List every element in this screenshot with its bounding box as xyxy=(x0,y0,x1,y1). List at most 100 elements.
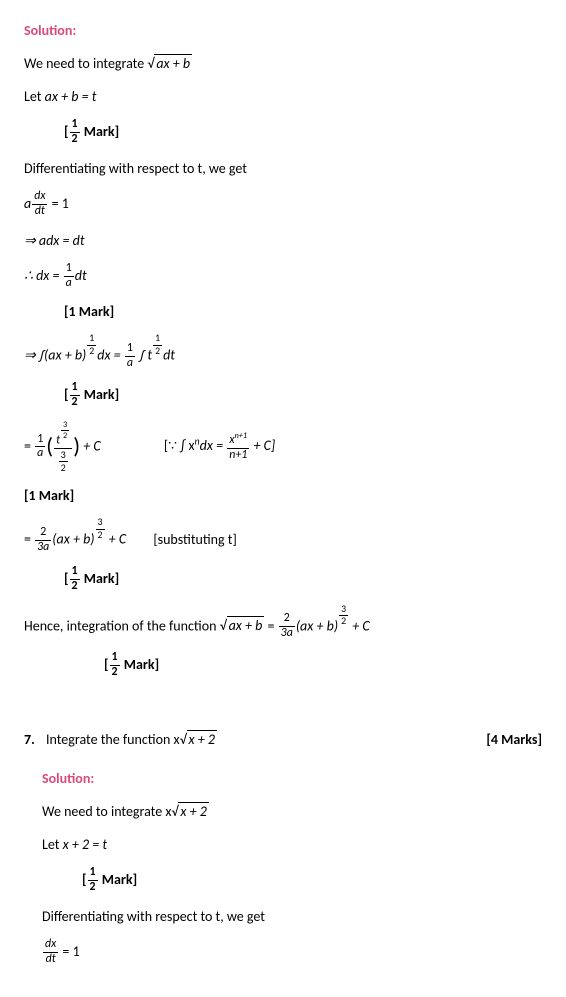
a: [∵ ∫ x xyxy=(164,437,195,454)
n: 1 xyxy=(125,343,135,357)
text: Mark] xyxy=(81,386,120,403)
s6-line1: We need to integrate √ax + b xyxy=(24,53,542,74)
s6-line9: = 23a(ax + b)32 + C [substituting t] xyxy=(24,518,542,554)
s6-line7: ⇒ ∫(ax + b)12dx = 1a ∫ t12dt xyxy=(24,334,542,370)
num: 1 xyxy=(70,382,80,396)
d: a xyxy=(35,447,45,460)
exp: 32 xyxy=(339,605,348,628)
frac: 23a xyxy=(279,613,295,640)
num: 1 xyxy=(70,566,80,580)
bracket: [ xyxy=(82,871,87,888)
text: Mark] xyxy=(99,871,138,888)
d: 2 xyxy=(153,346,162,357)
den: 2 xyxy=(70,580,80,593)
s6-line6: ∴ dx = 1adt xyxy=(24,263,542,290)
eq: = xyxy=(24,437,34,454)
den: 2 xyxy=(110,666,120,679)
den: 2 xyxy=(88,881,98,894)
frac: dxdt xyxy=(43,939,58,966)
b: dx = xyxy=(97,347,124,364)
num: 1 xyxy=(110,652,120,666)
solution-heading-7: Solution: xyxy=(42,768,542,789)
paren-open: ( xyxy=(46,433,53,460)
text: Mark] xyxy=(81,123,120,140)
exp: 32 xyxy=(61,421,69,441)
expr: ax + b = t xyxy=(45,88,97,105)
text: Mark] xyxy=(81,570,120,587)
exp: 32 xyxy=(96,518,105,541)
a: a xyxy=(24,195,31,212)
a: ∴ dx = xyxy=(24,266,63,283)
s6-mark6: [12 Mark] xyxy=(104,652,542,679)
c: (ax + b) xyxy=(296,617,338,634)
frac: xn+1n+1 xyxy=(227,432,249,462)
exp: 12 xyxy=(87,334,96,357)
frac: 1a xyxy=(125,343,135,370)
q-num: 7. xyxy=(24,731,35,748)
text: Let xyxy=(42,836,63,853)
dt: dt xyxy=(75,266,87,283)
d: 2 xyxy=(96,530,105,541)
s6-mark2: [1 Mark] xyxy=(64,301,542,322)
botfrac: 32 xyxy=(59,450,68,473)
bracket: [ xyxy=(64,123,69,140)
frac: 12 xyxy=(88,867,98,894)
c: + C] xyxy=(250,437,275,454)
sqrt: √x + 2 xyxy=(180,729,217,750)
c: + C xyxy=(106,531,127,548)
s6-line3: Differentiating with respect to t, we ge… xyxy=(24,158,542,179)
rad: x + 2 xyxy=(187,730,217,748)
eq: = xyxy=(24,531,34,548)
s6-line10: Hence, integration of the function √ax +… xyxy=(24,605,542,641)
d: 2 xyxy=(59,462,68,473)
s6-mark1: [12 Mark] xyxy=(64,119,542,146)
s7-line2: Let x + 2 = t xyxy=(42,834,542,855)
text: We need to integrate x xyxy=(42,803,171,820)
eq: = xyxy=(264,617,277,634)
den: dt xyxy=(32,205,47,218)
bot: 32 xyxy=(54,449,72,473)
den: 2 xyxy=(70,396,80,409)
s7-mark1: [12 Mark] xyxy=(82,867,542,894)
d: 2 xyxy=(87,346,96,357)
radicand: ax + b xyxy=(154,54,192,72)
s6-line4: adxdt = 1 xyxy=(24,191,542,218)
sqrt: √ax + b xyxy=(220,615,265,636)
num: 1 xyxy=(64,263,74,277)
d: 2 xyxy=(339,616,348,627)
sqrt: √x + 2 xyxy=(171,801,208,822)
c: ∫ t xyxy=(136,347,152,364)
frac: 12 xyxy=(70,566,80,593)
a: Hence, integration of the function xyxy=(24,617,220,634)
s6-line5: ⇒ adx = dt xyxy=(24,230,542,251)
b: dx = xyxy=(200,437,227,454)
expr: x + 2 = t xyxy=(63,836,107,853)
s7-line4: dxdt = 1 xyxy=(42,939,542,966)
num: dx xyxy=(43,939,58,953)
s6-mark3: [12 Mark] xyxy=(64,382,542,409)
top: t32 xyxy=(54,421,72,449)
s6-mark4: [1 Mark] xyxy=(24,485,542,506)
sqrt: √ax + b xyxy=(147,53,192,74)
frac: dxdt xyxy=(32,191,47,218)
frac1: 1a xyxy=(35,434,45,461)
dt: dt xyxy=(163,347,175,364)
eq: = 1 xyxy=(48,195,68,212)
d: a xyxy=(125,357,135,370)
d: 3a xyxy=(279,627,295,640)
s7-line3: Differentiating with respect to t, we ge… xyxy=(42,906,542,927)
frac: 12 xyxy=(70,382,80,409)
bracket: [ xyxy=(104,656,109,673)
frac: 1a xyxy=(64,263,74,290)
bracket: [ xyxy=(64,570,69,587)
q-text: Integrate the function x xyxy=(46,731,180,748)
d: 2 xyxy=(61,431,69,440)
den: a xyxy=(64,277,74,290)
rad: x + 2 xyxy=(178,802,208,820)
num: 1 xyxy=(70,119,80,133)
n: 2 xyxy=(35,527,51,541)
b: (ax + b) xyxy=(52,531,94,548)
s6-line2: Let ax + b = t xyxy=(24,86,542,107)
d: n+1 xyxy=(227,449,249,462)
eq: = 1 xyxy=(59,942,79,959)
